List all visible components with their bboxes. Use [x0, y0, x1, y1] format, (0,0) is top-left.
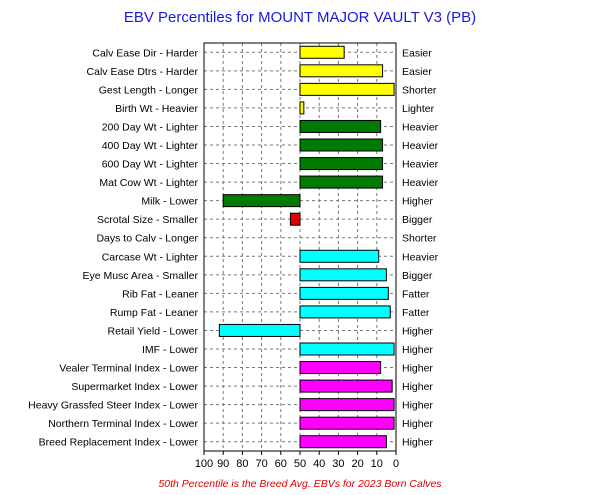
category-label: 600 Day Wt - Lighter: [102, 159, 199, 171]
direction-label: Heavier: [402, 121, 439, 133]
category-label: Scrotal Size - Smaller: [97, 214, 198, 226]
direction-label: Easier: [402, 66, 432, 78]
category-label: Breed Replacement Index - Lower: [39, 437, 199, 449]
bar: [289, 212, 301, 226]
x-tick-label: 60: [275, 458, 287, 470]
direction-label: Bigger: [402, 214, 433, 226]
bar: [299, 342, 395, 356]
category-label: Vealer Terminal Index - Lower: [59, 363, 198, 375]
x-axis-ticks: 100 90 80 70 60 50 40 30 20 10 0: [195, 451, 399, 470]
bar: [299, 268, 387, 282]
category-label: Calv Ease Dtrs - Harder: [87, 66, 199, 78]
bar: [299, 138, 384, 152]
footnote: 50th Percentile is the Breed Avg. EBVs f…: [158, 478, 442, 490]
category-label: Eye Musc Area - Smaller: [82, 270, 198, 282]
direction-label: Higher: [402, 344, 433, 356]
category-label: Supermarket Index - Lower: [71, 381, 198, 393]
direction-label: Heavier: [402, 140, 439, 152]
bar: [299, 119, 382, 133]
category-label: Rump Fat - Leaner: [110, 307, 199, 319]
x-tick-label: 30: [332, 458, 344, 470]
direction-label: Higher: [402, 381, 433, 393]
category-label: Heavy Grassfed Steer Index - Lower: [28, 400, 198, 412]
category-label: Days to Calv - Longer: [96, 233, 198, 245]
direction-label: Bigger: [402, 270, 433, 282]
bar: [299, 82, 395, 96]
bar: [222, 194, 301, 208]
bar: [299, 157, 384, 171]
x-tick-label: 10: [371, 458, 383, 470]
x-tick-label: 20: [351, 458, 363, 470]
bars-group: [218, 45, 395, 449]
direction-label: Fatter: [402, 307, 430, 319]
x-tick-label: 70: [255, 458, 267, 470]
bar: [299, 398, 395, 412]
bar: [299, 249, 380, 263]
bar: [299, 175, 384, 189]
direction-labels: Easier Easier Shorter Lighter Heavier Heavier…: [402, 47, 439, 448]
direction-label: Fatter: [402, 288, 430, 300]
category-labels: Calv Ease Dir - Harder Calv Ease Dtrs - H…: [28, 47, 198, 448]
x-tick-label: 100: [195, 458, 213, 470]
direction-label: Higher: [402, 363, 433, 375]
category-label: Mat Cow Wt - Lighter: [99, 177, 198, 189]
direction-label: Heavier: [402, 159, 439, 171]
x-tick-label: 50: [294, 458, 306, 470]
category-label: Retail Yield - Lower: [108, 325, 199, 337]
x-tick-label: 90: [217, 458, 229, 470]
category-label: Milk - Lower: [141, 196, 198, 208]
direction-label: Higher: [402, 437, 433, 449]
direction-label: Shorter: [402, 84, 437, 96]
bar: [299, 64, 384, 78]
direction-label: Higher: [402, 196, 433, 208]
x-tick-label: 80: [236, 458, 248, 470]
category-label: Birth Wt - Heavier: [115, 103, 198, 115]
bar: [299, 379, 393, 393]
direction-label: Higher: [402, 400, 433, 412]
direction-label: Shorter: [402, 233, 437, 245]
bar: [299, 435, 387, 449]
direction-label: Higher: [402, 325, 433, 337]
bar: [218, 323, 301, 337]
category-label: Carcase Wt - Lighter: [102, 251, 199, 263]
bar: [299, 305, 391, 319]
category-label: Calv Ease Dir - Harder: [92, 47, 198, 59]
bar: [299, 45, 345, 59]
category-label: IMF - Lower: [142, 344, 199, 356]
bar: [299, 101, 305, 115]
category-label: 400 Day Wt - Lighter: [102, 140, 199, 152]
direction-label: Higher: [402, 418, 433, 430]
chart-title: EBV Percentiles for MOUNT MAJOR VAULT V3…: [124, 9, 476, 26]
x-tick-label: 40: [313, 458, 325, 470]
category-label: 200 Day Wt - Lighter: [102, 121, 199, 133]
category-label: Rib Fat - Leaner: [122, 288, 198, 300]
category-label: Northern Terminal Index - Lower: [48, 418, 198, 430]
x-tick-label: 0: [393, 458, 399, 470]
direction-label: Easier: [402, 47, 432, 59]
bar: [299, 416, 395, 430]
bar: [299, 286, 389, 300]
bar: [299, 361, 382, 375]
category-label: Gest Length - Longer: [99, 84, 199, 96]
direction-label: Lighter: [402, 103, 435, 115]
direction-label: Heavier: [402, 177, 439, 189]
direction-label: Heavier: [402, 251, 439, 263]
